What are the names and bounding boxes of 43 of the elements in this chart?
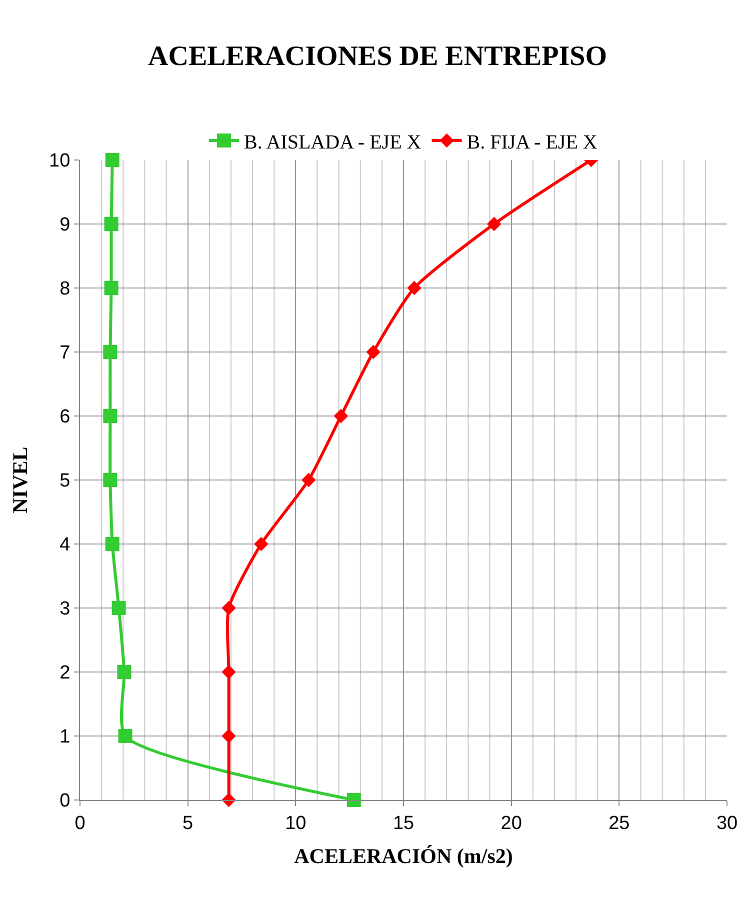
y-tick-label: 0 [60,790,70,812]
x-tick-label: 25 [608,812,630,834]
y-tick-label: 3 [60,598,70,620]
x-axis-title: ACELERACIÓN (m/s2) [294,844,513,868]
point [301,472,316,488]
point [222,664,236,680]
point [103,473,118,487]
point [105,153,120,167]
y-tick-label: 2 [60,662,70,684]
point [366,344,380,360]
point [254,536,268,552]
legend-label: B. FIJA - EJE X [466,131,598,154]
x-tick-label: 10 [285,812,306,834]
y-tick-label: 6 [60,406,70,428]
point [346,793,361,807]
y-tick-label: 5 [60,470,70,492]
point [222,600,236,616]
point [334,408,348,424]
x-tick-label: 20 [500,812,522,834]
y-tick-label: 7 [60,342,70,364]
y-tick-label: 8 [60,278,70,300]
x-tick-label: 0 [74,812,86,834]
point [112,601,126,615]
point [118,729,132,743]
y-tick-label: 4 [60,534,71,556]
y-tick-label: 10 [49,150,70,172]
point [407,280,422,296]
point [103,409,118,423]
point [104,217,118,231]
y-tick-label: 9 [60,214,70,236]
x-tick-label: 15 [392,812,414,834]
x-tick-label: 5 [182,812,194,834]
point [117,665,132,679]
point [105,537,120,551]
point [103,345,118,359]
x-tick-label: 30 [716,812,738,834]
legend-label: B. AISLADA - EJE X [244,131,422,154]
chart-title: ACELERACIONES DE ENTREPISO [148,41,607,72]
point [486,216,502,232]
y-tick-label: 1 [60,726,70,748]
point [104,281,118,295]
point [222,728,236,744]
y-axis-title: NIVEL [8,446,32,514]
